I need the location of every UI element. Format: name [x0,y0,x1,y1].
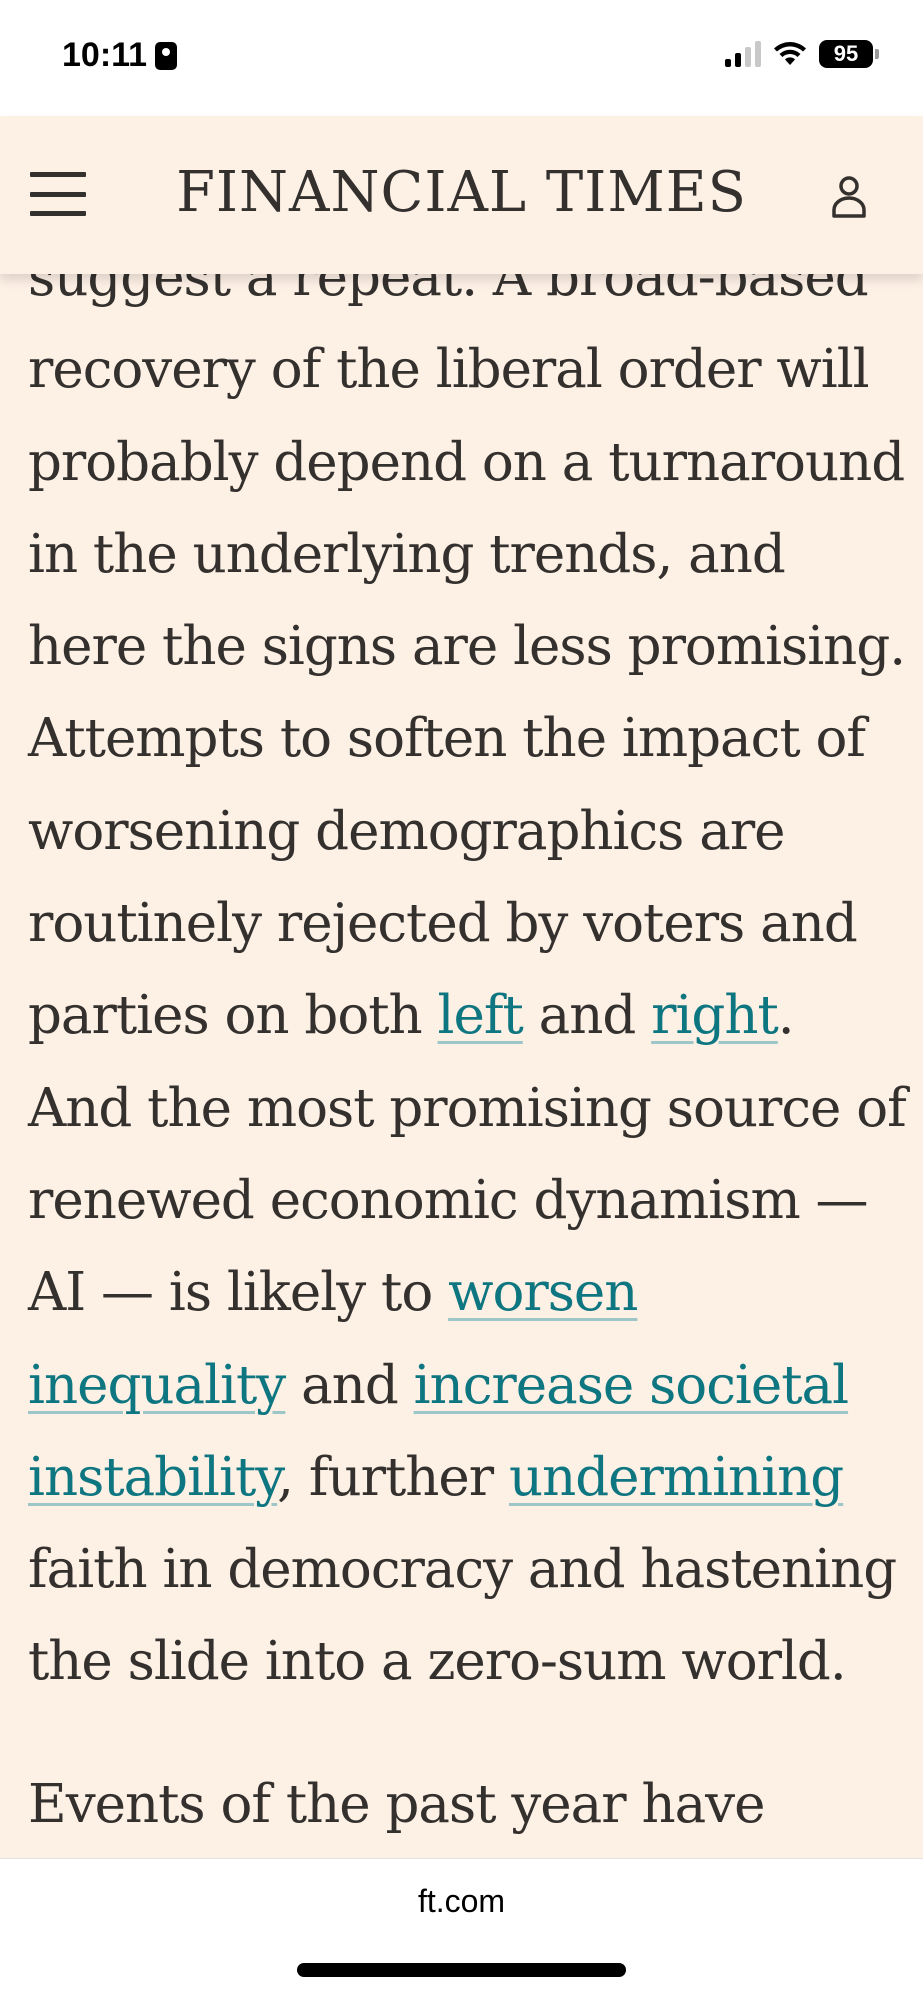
browser-bottom-bar: ft.com [0,1858,923,2000]
link-undermining[interactable]: undermining [508,1446,844,1508]
paragraph-text: and [522,985,652,1047]
paragraph-text: faith in democracy and hastening the sli… [28,1539,897,1693]
article-viewport: suggest a repeat. A broad-based recovery… [0,274,923,1858]
paragraph-text: suggest a repeat. A broad-based recovery… [28,274,906,1047]
battery-icon: 95 [819,40,879,68]
link-left[interactable]: left [437,985,524,1047]
battery-level: 95 [819,40,873,68]
link-right[interactable]: right [651,985,779,1047]
link-increase-societal-instability[interactable]: increase societal instability [28,1354,849,1508]
article-paragraph-partial: Events of the past year have [28,1773,766,1835]
masthead-logo[interactable]: FINANCIAL TIMES [176,160,747,225]
article-paragraph: suggest a repeat. A broad-based recovery… [28,274,908,1709]
status-time: 10:11 [62,36,178,75]
signal-icon [725,41,761,67]
paragraph-text: and [285,1354,414,1416]
status-indicators: 95 [725,40,879,68]
url-bar[interactable]: ft.com [417,1883,506,1919]
hamburger-menu-icon[interactable] [30,172,86,216]
paragraph-text: . And the most promising source of renew… [28,985,907,1324]
status-bar: 10:11 95 [0,0,923,116]
account-icon[interactable] [831,174,867,218]
home-indicator[interactable] [297,1963,626,1977]
article-body: suggest a repeat. A broad-based recovery… [28,274,908,1858]
wifi-icon [774,42,806,65]
status-time-text: 10:11 [62,36,148,74]
paragraph-text: , further [277,1446,509,1508]
id-badge-icon [155,41,178,70]
link-worsen-inequality[interactable]: worsen inequality [28,1262,638,1416]
site-header: FINANCIAL TIMES [0,116,923,274]
